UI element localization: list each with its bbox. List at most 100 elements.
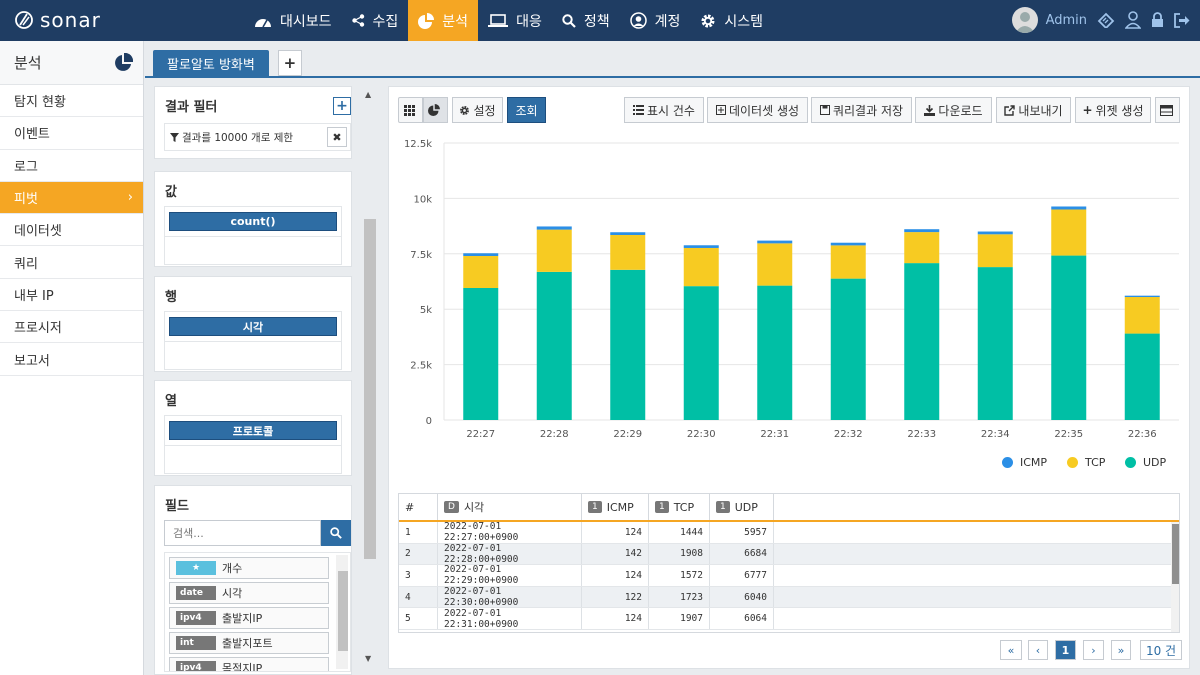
header-label: ICMP	[606, 500, 634, 514]
field-search-input[interactable]	[164, 520, 322, 546]
field-search-button[interactable]	[321, 520, 351, 546]
logout-icon[interactable]	[1174, 12, 1190, 28]
rows-dropzone[interactable]: 시각	[164, 311, 342, 370]
table-row[interactable]: 3 2022-07-01 22:29:00+0900 124 1572 6777	[399, 564, 1179, 587]
add-tab-button[interactable]: +	[277, 50, 302, 76]
nav-collect[interactable]: 수집	[342, 0, 409, 41]
tab-paloalto-firewall[interactable]: 팔로알토 방화벽	[153, 50, 269, 76]
page-number: 1	[1061, 643, 1070, 657]
nav-label: 계정	[654, 13, 681, 30]
sidebar-item-internal-ip[interactable]: 내부 IP	[0, 279, 143, 312]
result-panel: 설정 조회 표시 건수 데이터셋 생성 쿼리결과 저장 다운로드 내보내기 + …	[388, 86, 1190, 669]
grid-view-button[interactable]	[398, 97, 423, 123]
table-row[interactable]: 1 2022-07-01 22:27:00+0900 124 1444 5957	[399, 521, 1179, 544]
prev-page-button[interactable]: ‹	[1028, 640, 1048, 660]
values-pill[interactable]: count()	[169, 212, 337, 231]
sidebar-item-logs[interactable]: 로그	[0, 150, 143, 182]
sidebar-item-pivot[interactable]: 피벗 ›	[0, 181, 143, 215]
column-header-time[interactable]: D 시각	[438, 494, 582, 520]
nav-system[interactable]: 시스템	[690, 0, 773, 41]
cell: 124	[582, 522, 649, 543]
ticket-icon[interactable]	[1097, 12, 1115, 28]
sidebar-item-events[interactable]: 이벤트	[0, 117, 143, 150]
field-item-src-port[interactable]: int 출발지포트	[169, 632, 329, 654]
sidebar-item-label: 로그	[14, 159, 38, 175]
funnel-icon	[170, 132, 179, 142]
nav-analysis[interactable]: 분석	[408, 0, 479, 41]
header-label: 시각	[463, 501, 485, 514]
cell: 5957	[710, 522, 774, 543]
page-size-label: 10 건	[1145, 643, 1177, 658]
avatar[interactable]	[1011, 7, 1038, 33]
create-widget-button[interactable]: + 위젯 생성	[1075, 97, 1151, 123]
field-item-time[interactable]: date 시각	[169, 582, 329, 604]
field-list-scroll-thumb[interactable]	[338, 571, 348, 651]
scroll-up-icon[interactable]: ▲	[365, 90, 372, 99]
column-header-icmp[interactable]: 1 ICMP	[582, 494, 649, 520]
chart-view-button[interactable]	[423, 97, 448, 123]
table-row[interactable]: 4 2022-07-01 22:30:00+0900 122 1723 6040	[399, 586, 1179, 609]
legend-item-tcp[interactable]: TCP	[1067, 456, 1105, 469]
table-header: # D 시각 1 ICMP 1 TCP 1 UDP	[399, 494, 1179, 522]
filter-limit-text: 결과를 10000 개로 제한	[182, 131, 294, 144]
first-page-button[interactable]: «	[1000, 640, 1022, 660]
remove-filter-button[interactable]: ✖	[327, 127, 347, 147]
scroll-down-icon[interactable]: ▼	[365, 654, 372, 663]
columns-dropzone[interactable]: 프로토콜	[164, 415, 342, 474]
lock-icon[interactable]	[1151, 12, 1164, 28]
column-header-index[interactable]: #	[399, 494, 438, 520]
values-dropzone[interactable]: count()	[164, 206, 342, 265]
nav-policy[interactable]: 정책	[552, 0, 620, 41]
rows-pill[interactable]: 시각	[169, 317, 337, 336]
config-pane-scroll-thumb[interactable]	[364, 219, 376, 559]
create-dataset-button[interactable]: 데이터셋 생성	[707, 97, 808, 123]
user-icon[interactable]	[1125, 11, 1141, 29]
bar-segment-tcp	[1051, 209, 1087, 256]
download-button[interactable]: 다운로드	[915, 97, 992, 123]
sidebar-item-detection[interactable]: 탐지 현황	[0, 85, 143, 118]
nav-dashboard[interactable]: 대시보드	[244, 0, 342, 41]
field-item-count[interactable]: ★ 개수	[169, 557, 329, 579]
legend-item-udp[interactable]: UDP	[1125, 456, 1166, 469]
page-size-select[interactable]: 10 건	[1140, 640, 1182, 660]
sidebar-item-dataset[interactable]: 데이터셋	[0, 214, 143, 247]
legend-item-icmp[interactable]: ICMP	[1002, 456, 1047, 469]
sidebar-item-query[interactable]: 쿼리	[0, 246, 143, 279]
brand-logo[interactable]: sonar	[14, 8, 101, 32]
rows-card: 행 시각	[154, 276, 352, 372]
bar-segment-udp	[830, 278, 866, 420]
table-row[interactable]: 2 2022-07-01 22:28:00+0900 142 1908 6684	[399, 543, 1179, 566]
current-page[interactable]: 1	[1055, 640, 1076, 660]
column-header-tcp[interactable]: 1 TCP	[649, 494, 710, 520]
share-square-icon	[1004, 104, 1016, 116]
next-page-button[interactable]: ›	[1083, 640, 1104, 660]
field-item-src-ip[interactable]: ipv4 출발지IP	[169, 607, 329, 629]
query-button[interactable]: 조회	[507, 97, 546, 123]
last-page-button[interactable]: »	[1111, 640, 1131, 660]
config-pane-scrollbar[interactable]: ▲ ▼	[362, 86, 376, 663]
table-scroll-thumb[interactable]	[1172, 524, 1179, 584]
add-filter-button[interactable]: +	[333, 97, 351, 115]
column-header-udp[interactable]: 1 UDP	[710, 494, 774, 520]
bar-segment-tcp	[610, 234, 646, 270]
field-item-dst-ip[interactable]: ipv4 목적지IP	[169, 657, 329, 671]
menu-button[interactable]	[1155, 97, 1180, 123]
save-icon	[819, 105, 830, 115]
user-name[interactable]: Admin	[1045, 12, 1087, 28]
table-row[interactable]: 5 2022-07-01 22:31:00+0900 124 1907 6064	[399, 608, 1179, 630]
nav-response[interactable]: 대응	[478, 0, 552, 41]
y-tick-label: 10k	[413, 194, 432, 205]
settings-button[interactable]: 설정	[452, 97, 503, 123]
sonar-logo-icon	[15, 11, 33, 29]
export-button[interactable]: 내보내기	[996, 97, 1071, 123]
field-list-scrollbar[interactable]	[336, 555, 348, 669]
columns-pill[interactable]: 프로토콜	[169, 421, 337, 440]
table-scrollbar[interactable]	[1171, 522, 1179, 632]
header-type-badge: 1	[588, 501, 602, 513]
sidebar-item-procedure[interactable]: 프로시저	[0, 311, 143, 344]
show-count-button[interactable]: 표시 건수	[624, 97, 704, 123]
save-query-result-button[interactable]: 쿼리결과 저장	[811, 97, 912, 123]
field-type-badge: int	[176, 636, 216, 650]
sidebar-item-report[interactable]: 보고서	[0, 343, 143, 376]
nav-account[interactable]: 계정	[620, 0, 691, 41]
